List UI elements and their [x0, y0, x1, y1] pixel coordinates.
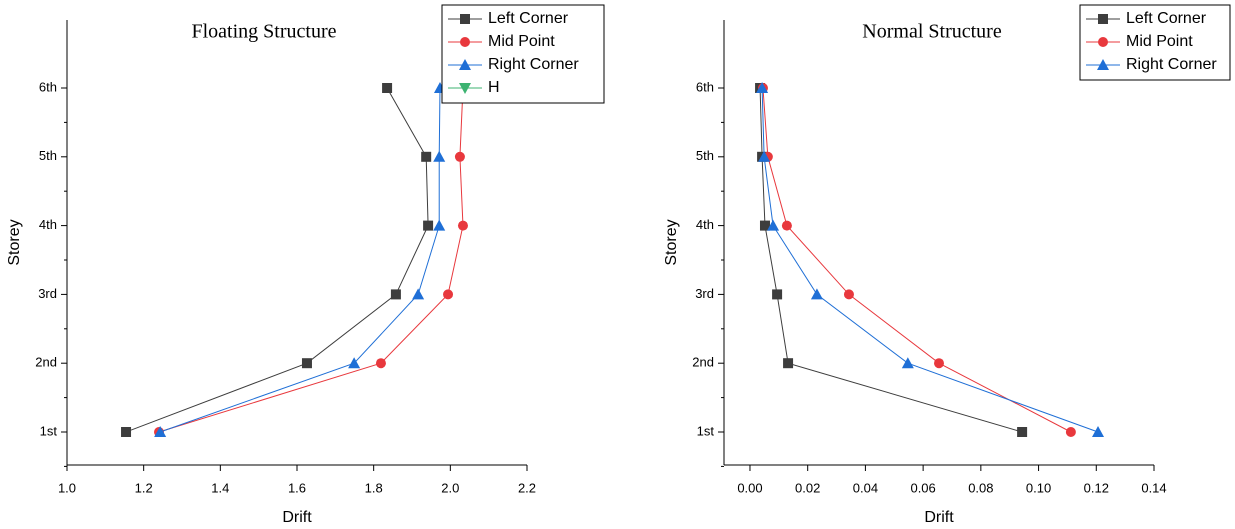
marker [121, 427, 132, 437]
marker [810, 288, 823, 300]
x-tick-label: 0.12 [1084, 480, 1109, 495]
y-tick-label: 3rd [38, 286, 57, 301]
legend-label: Left Corner [1126, 10, 1207, 27]
x-tick-label: 0.10 [1026, 480, 1051, 495]
marker [433, 219, 446, 231]
x-tick-label: 2.0 [441, 480, 459, 495]
y-tick-label: 4th [696, 217, 714, 232]
x-tick-label: 1.6 [288, 480, 306, 495]
marker [756, 82, 769, 93]
marker [375, 358, 386, 369]
y-tick-label: 1st [697, 423, 715, 438]
marker [767, 219, 780, 231]
marker [421, 151, 432, 162]
marker [423, 220, 434, 231]
marker [460, 14, 470, 24]
marker [459, 83, 471, 94]
marker [348, 357, 361, 369]
series-line [159, 87, 441, 433]
x-tick-label: 0.00 [737, 480, 762, 495]
y-tick-label: 5th [39, 148, 57, 163]
y-tick-label: 3rd [695, 286, 714, 301]
chart: Normal Structure 0.00 0.02 0.04 0.06 0.08 0.10… [663, 4, 1231, 526]
marker [457, 220, 468, 231]
y-tick-label: 6th [39, 79, 57, 94]
series-line [125, 87, 429, 433]
y-tick-label: 6th [696, 79, 714, 94]
marker [934, 358, 944, 369]
x-tick-label: 0.06 [910, 480, 935, 495]
legend-label: Mid Point [1126, 33, 1193, 50]
x-tick-label: 1.2 [135, 480, 153, 495]
marker [301, 358, 312, 369]
marker [154, 426, 167, 437]
y-axis-label: Storey [6, 219, 23, 265]
marker [1097, 59, 1109, 70]
marker [901, 357, 914, 369]
series-line [762, 87, 1072, 433]
x-tick-label: 1.4 [211, 480, 229, 495]
x-tick-label: 0.04 [853, 480, 878, 495]
x-tick-label: 2.2 [518, 480, 536, 495]
marker [759, 220, 770, 231]
x-axis-label: Drift [282, 509, 312, 526]
marker [772, 289, 783, 300]
series-line [158, 87, 464, 433]
legend-label: Mid Point [488, 33, 555, 50]
legend-label: Right Corner [1126, 56, 1217, 73]
marker [1098, 37, 1108, 47]
marker [758, 150, 771, 162]
legend-label: Right Corner [488, 56, 579, 73]
marker [433, 150, 446, 162]
marker [390, 289, 401, 300]
series-line [761, 87, 1099, 433]
chart: Floating Structure 1.0 1.2 1.4 1.6 1.8 2.0 2.2 1… [6, 4, 605, 526]
marker [1065, 427, 1076, 437]
marker [412, 288, 425, 300]
marker [459, 59, 471, 70]
marker [443, 289, 454, 300]
y-tick-label: 1st [40, 423, 58, 438]
y-tick-label: 4th [39, 217, 57, 232]
marker [1098, 14, 1108, 24]
legend-label: Left Corner [488, 10, 569, 27]
marker [783, 358, 794, 369]
legend-label: H [488, 79, 500, 96]
x-tick-label: 1.8 [365, 480, 383, 495]
chart-title: Normal Structure [862, 21, 1002, 43]
marker [1092, 426, 1105, 437]
x-axis-label: Drift [924, 509, 954, 526]
x-tick-label: 0.08 [968, 480, 993, 495]
marker [781, 220, 792, 231]
marker [382, 83, 393, 93]
marker [460, 37, 470, 47]
y-axis-label: Storey [663, 219, 680, 265]
series-line [759, 87, 1023, 433]
marker [454, 151, 465, 162]
marker [843, 289, 854, 300]
x-tick-label: 1.0 [58, 480, 76, 495]
y-tick-label: 2nd [692, 355, 714, 370]
x-tick-label: 0.02 [795, 480, 820, 495]
chart-title: Floating Structure [192, 21, 337, 43]
y-tick-label: 2nd [35, 355, 57, 370]
x-tick-label: 0.14 [1141, 480, 1166, 495]
y-tick-label: 5th [696, 148, 714, 163]
marker [1017, 427, 1028, 437]
